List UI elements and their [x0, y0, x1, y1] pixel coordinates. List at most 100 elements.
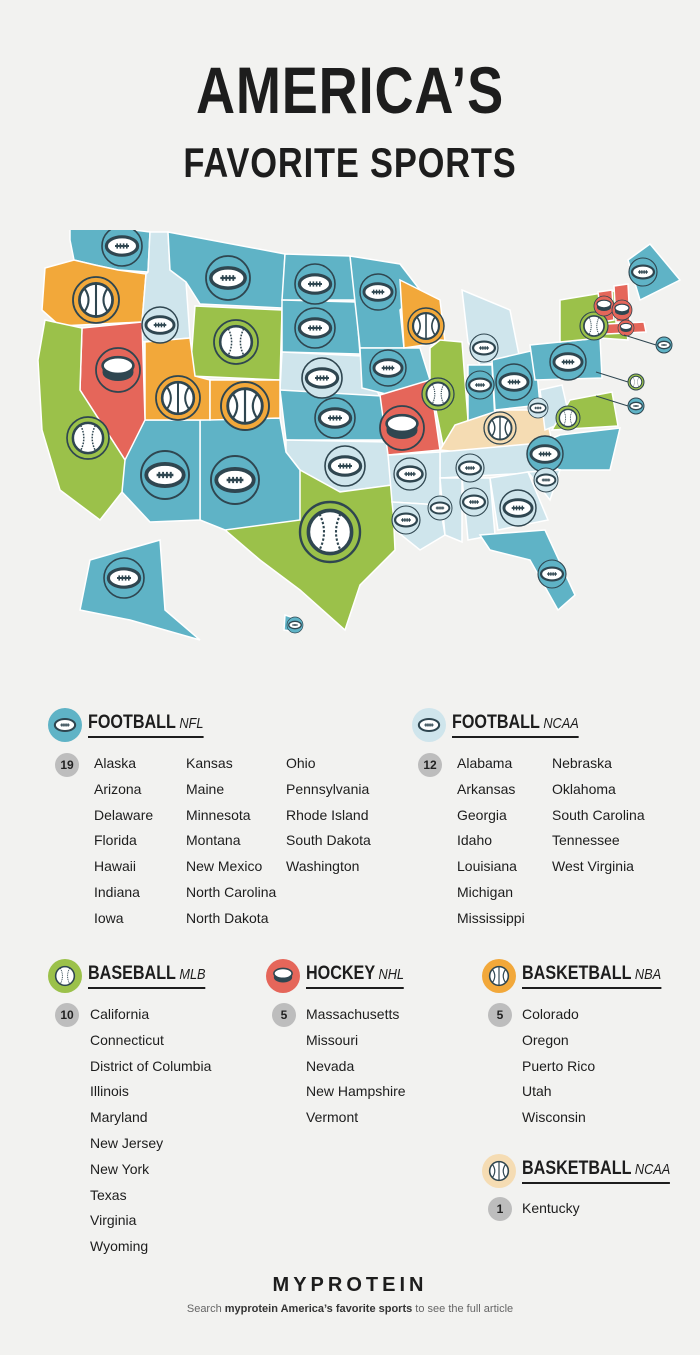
basketball-icon — [155, 375, 201, 421]
baseball-icon — [213, 319, 259, 365]
legend-hockey-nhl-count: 5 — [272, 1003, 296, 1027]
basketball-icon — [482, 1154, 516, 1188]
state-name: Washington — [286, 858, 360, 875]
legend-football-nfl-col-3: Ohio Pennsylvania Rhode Island South Dakota… — [286, 751, 371, 880]
legend-football-ncaa-count: 12 — [418, 753, 442, 777]
baseball-icon — [555, 405, 581, 431]
football-icon — [628, 257, 658, 287]
state-name: Vermont — [306, 1109, 359, 1126]
legend-basketball-ncaa-count: 1 — [488, 1197, 512, 1221]
state-name: Georgia — [457, 806, 507, 823]
state-name: Tennessee — [552, 832, 620, 849]
baseball-icon — [579, 311, 609, 341]
football-icon — [393, 457, 427, 491]
baseball-icon — [48, 959, 82, 993]
legend-football-nfl-title: FOOTBALL NFL — [88, 712, 204, 738]
legend-basketball-nba-count: 5 — [488, 1003, 512, 1027]
football-icon — [627, 397, 645, 415]
football-icon — [391, 505, 421, 535]
state-name: Maryland — [90, 1109, 148, 1126]
legend-football-nfl-col-2: Kansas Maine Minnesota Montana New Mexico Nor… — [186, 751, 276, 932]
football-icon — [359, 273, 397, 311]
state-name: Texas — [90, 1186, 127, 1203]
callout-line — [595, 371, 629, 383]
callout-line — [595, 395, 629, 407]
legend-baseball-mlb-header: BASEBALL MLB — [48, 959, 226, 993]
state-name: Indiana — [94, 883, 140, 900]
legend-hockey-nhl-header: HOCKEY NHL — [266, 959, 421, 993]
legend-football-nfl-col-1: Alaska Arizona Delaware Florida Hawaii Indian… — [94, 751, 153, 932]
baseball-icon — [298, 500, 362, 564]
football-icon — [369, 349, 407, 387]
football-icon — [459, 487, 489, 517]
state-name: Minnesota — [186, 806, 251, 823]
hockey-icon — [617, 319, 635, 337]
state-name: South Carolina — [552, 806, 645, 823]
state-name: Virginia — [90, 1212, 137, 1229]
state-name: Iowa — [94, 909, 124, 926]
football-icon — [286, 616, 304, 634]
football-icon — [103, 557, 145, 599]
football-icon — [210, 455, 260, 505]
basketball-icon — [483, 411, 517, 445]
football-icon — [499, 489, 537, 527]
football-icon — [427, 495, 453, 521]
state-name: New York — [90, 1160, 150, 1177]
football-icon — [140, 450, 190, 500]
state-name: Utah — [522, 1083, 552, 1100]
football-icon — [294, 263, 336, 305]
basketball-icon — [482, 959, 516, 993]
basketball-icon — [407, 307, 445, 345]
state-name: Wisconsin — [522, 1109, 586, 1126]
state-name: Rhode Island — [286, 806, 369, 823]
state-name: Nevada — [306, 1057, 355, 1074]
state-name: Louisiana — [457, 858, 517, 875]
legend-football-ncaa-title: FOOTBALL NCAA — [452, 712, 579, 738]
state-name: North Carolina — [186, 883, 277, 900]
state-name: Arkansas — [457, 780, 516, 797]
football-icon — [537, 559, 567, 589]
state-name: Hawaii — [94, 858, 137, 875]
state-name: Alaska — [94, 755, 137, 771]
football-icon — [549, 343, 587, 381]
state-name: California — [90, 1006, 150, 1022]
football-icon — [469, 333, 499, 363]
state-name: Connecticut — [90, 1031, 164, 1048]
football-icon — [527, 397, 549, 419]
legend-basketball-ncaa-title: BASKETBALL NCAA — [522, 1158, 671, 1184]
state-name: Oregon — [522, 1031, 569, 1048]
state-name: New Mexico — [186, 858, 263, 875]
state-name: New Hampshire — [306, 1083, 406, 1100]
state-name: Michigan — [457, 883, 514, 900]
legend-hockey-nhl-title: HOCKEY NHL — [306, 963, 405, 989]
state-florida — [478, 529, 576, 612]
football-icon — [526, 435, 564, 473]
hockey-puck-icon — [266, 959, 300, 993]
state-name: Montana — [186, 832, 241, 849]
hockey-icon — [611, 299, 633, 321]
football-icon — [301, 357, 343, 399]
legend-basketball-nba-header: BASKETBALL NBA — [482, 959, 686, 993]
state-name: Kentucky — [522, 1200, 580, 1216]
football-icon — [314, 397, 356, 439]
state-name: Maine — [186, 780, 225, 797]
legend-basketball-ncaa-header: BASKETBALL NCAA — [482, 1154, 696, 1188]
football-icon — [101, 230, 143, 267]
state-name: North Dakota — [186, 909, 269, 926]
title-line-2: FAVORITE SPORTS — [183, 139, 517, 186]
legend-football-ncaa-col-1: Alabama Arkansas Georgia Idaho Louisiana Mich… — [457, 751, 525, 932]
state-name: District of Columbia — [90, 1057, 212, 1074]
legend-baseball-mlb-count: 10 — [55, 1003, 79, 1027]
state-name: Pennsylvania — [286, 780, 370, 797]
football-icon — [294, 307, 336, 349]
state-name: New Jersey — [90, 1134, 164, 1151]
callout-line — [623, 334, 657, 346]
football-icon — [455, 453, 485, 483]
football-icon — [655, 336, 673, 354]
legend-basketball-ncaa-col-1: Kentucky — [522, 1196, 580, 1222]
baseball-icon — [627, 373, 645, 391]
state-name: Oklahoma — [552, 780, 616, 797]
basketball-icon — [220, 381, 270, 431]
state-name: Colorado — [522, 1006, 579, 1022]
state-name: West Virginia — [552, 858, 634, 875]
